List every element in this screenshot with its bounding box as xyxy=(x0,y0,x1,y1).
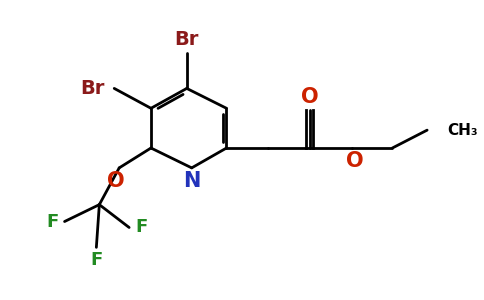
Text: CH₃: CH₃ xyxy=(447,123,478,138)
Text: Br: Br xyxy=(80,79,105,98)
Text: Br: Br xyxy=(175,30,199,49)
Text: O: O xyxy=(301,87,319,107)
Text: O: O xyxy=(107,171,125,191)
Text: F: F xyxy=(90,251,103,269)
Text: N: N xyxy=(183,171,200,191)
Text: F: F xyxy=(46,212,59,230)
Text: O: O xyxy=(346,151,363,171)
Text: F: F xyxy=(135,218,147,236)
